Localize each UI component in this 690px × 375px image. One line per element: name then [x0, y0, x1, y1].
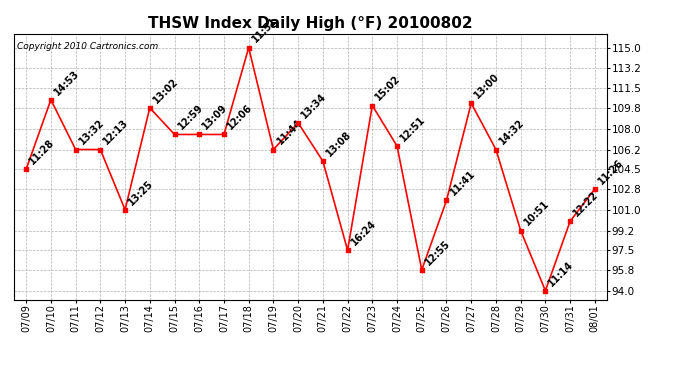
Text: 16:24: 16:24 [349, 219, 378, 248]
Point [268, 147, 279, 153]
Text: 14:32: 14:32 [497, 118, 526, 147]
Text: 15:02: 15:02 [374, 74, 403, 103]
Text: 13:32: 13:32 [77, 118, 106, 147]
Text: 14:53: 14:53 [52, 68, 81, 97]
Point [540, 288, 551, 294]
Point [194, 132, 205, 138]
Text: 11:51: 11:51 [250, 16, 279, 45]
Text: 12:51: 12:51 [398, 114, 427, 143]
Text: 13:09: 13:09 [201, 103, 230, 132]
Point [491, 147, 502, 153]
Text: 13:25: 13:25 [126, 178, 155, 207]
Text: 12:59: 12:59 [176, 103, 205, 132]
Text: 13:08: 13:08 [324, 129, 353, 158]
Text: 11:28: 11:28 [28, 137, 57, 166]
Text: 12:13: 12:13 [101, 118, 130, 147]
Point [21, 166, 32, 172]
Point [589, 186, 600, 192]
Text: 11:26: 11:26 [596, 157, 625, 186]
Point [367, 102, 378, 108]
Point [342, 247, 353, 253]
Text: Copyright 2010 Cartronics.com: Copyright 2010 Cartronics.com [17, 42, 158, 51]
Text: 10:51: 10:51 [522, 199, 551, 228]
Text: 13:34: 13:34 [299, 91, 328, 120]
Point [441, 198, 452, 204]
Text: 13:02: 13:02 [151, 76, 180, 105]
Text: 12:22: 12:22 [571, 189, 600, 219]
Point [243, 45, 254, 51]
Point [317, 158, 328, 164]
Point [515, 228, 526, 234]
Point [564, 218, 575, 224]
Point [466, 100, 477, 106]
Title: THSW Index Daily High (°F) 20100802: THSW Index Daily High (°F) 20100802 [148, 16, 473, 31]
Point [144, 105, 155, 111]
Point [46, 97, 57, 103]
Point [416, 267, 427, 273]
Point [169, 132, 180, 138]
Point [391, 143, 402, 149]
Text: 12:55: 12:55 [423, 238, 452, 267]
Text: 11:41: 11:41 [448, 169, 477, 198]
Point [95, 147, 106, 153]
Point [70, 147, 81, 153]
Text: 11:44: 11:44 [275, 118, 304, 147]
Point [219, 132, 230, 138]
Text: 13:00: 13:00 [473, 71, 502, 100]
Text: 11:14: 11:14 [546, 259, 575, 288]
Point [119, 207, 130, 213]
Text: 12:06: 12:06 [226, 103, 255, 132]
Point [293, 120, 304, 126]
